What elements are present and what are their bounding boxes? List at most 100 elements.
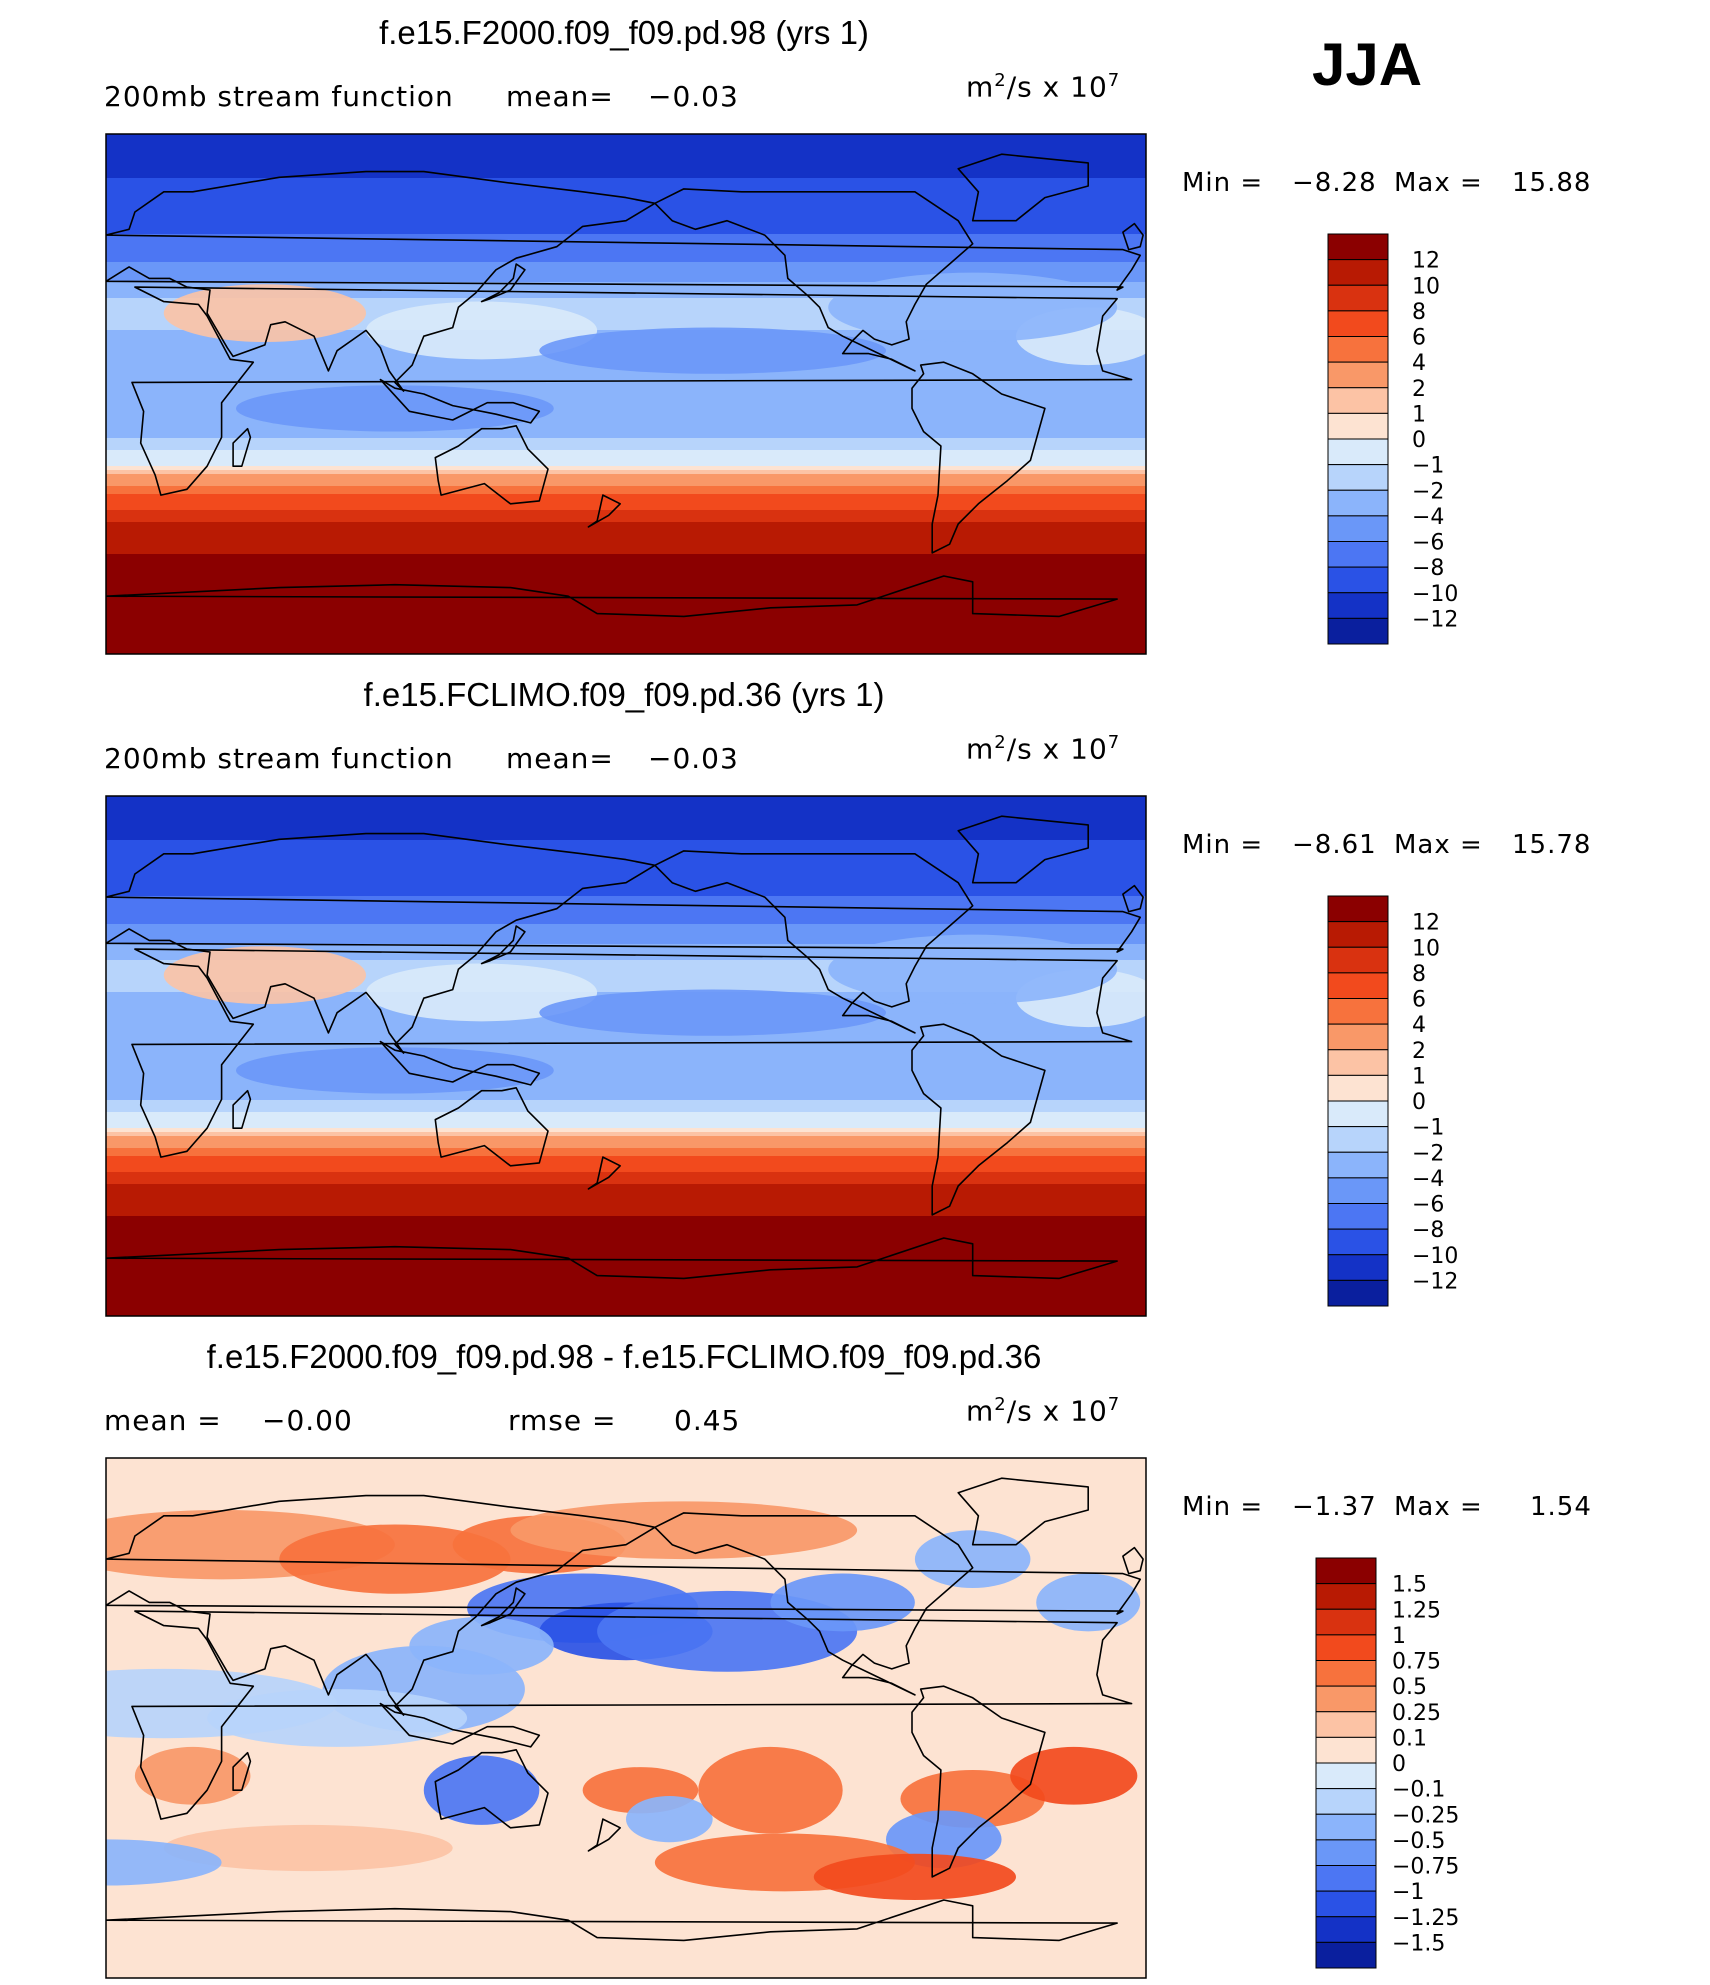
map-band	[106, 800, 1146, 805]
colorbar-box	[1327, 921, 1389, 948]
coastline	[911, 361, 1046, 554]
map-band	[106, 322, 1146, 327]
panel2-mean-label: mean=	[506, 742, 614, 775]
map-band	[106, 1244, 1146, 1249]
map-band	[106, 442, 1146, 447]
coastline	[957, 815, 1089, 884]
map-band	[106, 202, 1146, 207]
map-band	[106, 430, 1146, 435]
map-band	[106, 450, 1146, 455]
colorbar-label: −0.1	[1392, 1778, 1445, 1803]
map-band	[106, 234, 1146, 239]
colorbar-box	[1327, 336, 1389, 363]
colorbar-label: −4	[1412, 505, 1444, 530]
map-band	[106, 306, 1146, 311]
map-band	[106, 382, 1146, 387]
colorbar-box	[1315, 1685, 1377, 1713]
colorbar-box	[1315, 1865, 1377, 1892]
map-band	[106, 1172, 1146, 1177]
map-band	[106, 646, 1146, 651]
map-band	[106, 1200, 1146, 1205]
map-anomaly	[366, 301, 598, 360]
map-band	[106, 586, 1146, 591]
panel1-variable: 200mb stream function	[104, 80, 454, 113]
map-band	[106, 294, 1146, 299]
map-band	[106, 964, 1146, 969]
coastline	[480, 925, 526, 965]
map-band	[106, 796, 1146, 801]
map-anomaly	[366, 963, 598, 1022]
map-band	[106, 1044, 1146, 1049]
map-band	[106, 1036, 1146, 1041]
map-band	[106, 1292, 1146, 1297]
colorbar-label: 4	[1412, 1013, 1426, 1038]
colorbar-label: 10	[1412, 274, 1440, 299]
colorbar-box	[1327, 1126, 1389, 1153]
map-band	[106, 916, 1146, 921]
map-band	[106, 1124, 1146, 1129]
map-band	[106, 1188, 1146, 1193]
map-anomaly	[163, 284, 366, 342]
map-band	[106, 446, 1146, 451]
colorbar-box	[1327, 1203, 1389, 1230]
map-band	[106, 158, 1146, 163]
map-band	[106, 1176, 1146, 1181]
map-band	[106, 1232, 1146, 1237]
map-band	[106, 386, 1146, 391]
map-band	[106, 614, 1146, 619]
colorbar-label: −6	[1412, 531, 1444, 556]
map-band	[106, 522, 1146, 527]
colorbar-label: −2	[1412, 479, 1444, 504]
map-band	[106, 142, 1146, 147]
panel1-mean-value: −0.03	[648, 80, 739, 113]
coastline	[911, 1023, 1046, 1216]
colorbar-box	[1315, 1762, 1377, 1790]
map-band	[106, 1140, 1146, 1145]
map-band	[106, 242, 1146, 247]
map-band	[106, 630, 1146, 635]
map-band	[106, 1264, 1146, 1269]
season-label: JJA	[1312, 31, 1423, 98]
colorbar-box	[1327, 233, 1389, 261]
map-band	[106, 270, 1146, 275]
colorbar-box	[1315, 1890, 1377, 1918]
map-band	[106, 190, 1146, 195]
map-band	[106, 1204, 1146, 1209]
map-band	[106, 1300, 1146, 1305]
map-band	[106, 198, 1146, 203]
map-band	[106, 1212, 1146, 1217]
panel2-mean-value: −0.03	[648, 742, 739, 775]
colorbar-box	[1327, 617, 1389, 645]
map-band	[106, 1156, 1146, 1161]
panel1-max-value: 15.88	[1512, 168, 1592, 198]
map-band	[106, 310, 1146, 315]
map-band	[106, 1308, 1146, 1313]
colorbar-label: 0	[1412, 428, 1426, 453]
map-band	[106, 470, 1146, 475]
panel2-min-label: Min =	[1182, 830, 1264, 860]
map-band	[106, 1228, 1146, 1233]
map-band	[106, 1080, 1146, 1085]
map-band	[106, 884, 1146, 889]
map-band	[106, 370, 1146, 375]
map-band	[106, 824, 1146, 829]
map-band	[106, 258, 1146, 263]
map-band	[106, 506, 1146, 511]
map-band	[106, 912, 1146, 917]
map-band	[106, 1076, 1146, 1081]
map-band	[106, 250, 1146, 255]
colorbar-label: 0.1	[1392, 1726, 1427, 1751]
map-band	[106, 262, 1146, 267]
map-band	[106, 186, 1146, 191]
map-band	[106, 1256, 1146, 1261]
map-band	[106, 426, 1146, 431]
coastline	[106, 1237, 1118, 1280]
map-band	[106, 1092, 1146, 1097]
map-anomaly	[163, 946, 366, 1004]
map-band	[106, 1084, 1146, 1089]
coastline	[434, 425, 549, 505]
map-band	[106, 194, 1146, 199]
coastline	[957, 1477, 1089, 1546]
map-band	[106, 214, 1146, 219]
